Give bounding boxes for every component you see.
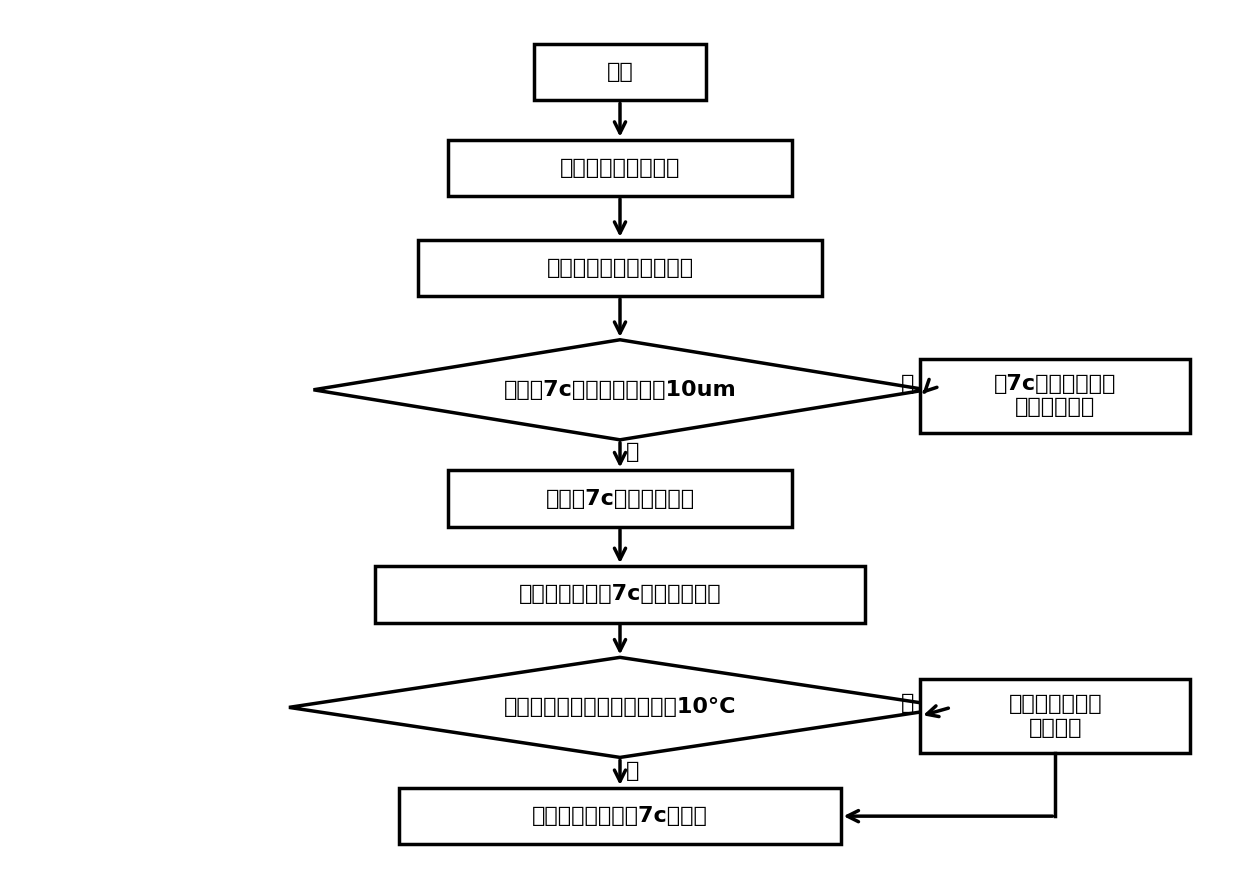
Text: 是: 是 [901,374,914,393]
Text: 頵7c粒沉降到旋风
分离器的灰斗: 頵7c粒沉降到旋风 分离器的灰斗 [994,374,1116,417]
Polygon shape [314,339,926,440]
Bar [418,240,822,296]
Bar [374,566,866,622]
Bar [920,679,1190,753]
Text: 否: 否 [625,442,639,462]
Text: 集尘器完成粉尘頵7c粒收集: 集尘器完成粉尘頵7c粒收集 [532,806,708,827]
Text: 温度是否到达低于最低点火能10°C: 温度是否到达低于最低点火能10°C [503,697,737,718]
Bar [449,140,791,196]
Text: 雾化后的粉尘頵7c粒进入凝聚室: 雾化后的粉尘頵7c粒进入凝聚室 [518,584,722,605]
Text: 粉尘頵7c粒粒径是否大于10um: 粉尘頵7c粒粒径是否大于10um [503,380,737,400]
Text: 否: 否 [625,761,639,781]
Bar [920,359,1190,433]
Polygon shape [289,658,951,758]
Text: 是: 是 [901,693,914,713]
Bar [399,788,841,844]
Bar [449,470,791,527]
Text: 粉尘气体进入旋风分离器: 粉尘气体进入旋风分离器 [547,258,693,278]
Text: 粉尘頵7c粒进入雾化器: 粉尘頵7c粒进入雾化器 [546,489,694,508]
Text: 开始: 开始 [606,62,634,82]
Text: 温度传感器报警
开始注水: 温度传感器报警 开始注水 [1008,695,1102,737]
Bar [534,44,706,101]
Text: 粉尘气体进入鼓风机: 粉尘气体进入鼓风机 [559,158,681,178]
